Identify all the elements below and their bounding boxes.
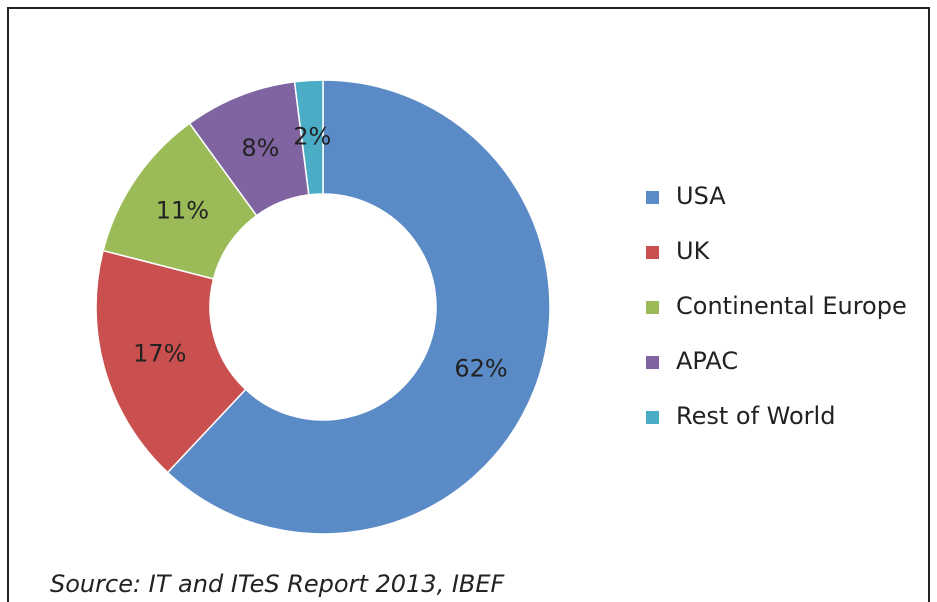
slice	[166, 79, 551, 535]
legend-swatch	[646, 191, 659, 204]
legend-label: Continental Europe	[676, 292, 907, 320]
data-label: 17%	[133, 339, 186, 367]
data-label: 2%	[293, 122, 331, 150]
data-label: 62%	[454, 355, 507, 383]
legend-swatch	[646, 301, 659, 314]
legend-label: APAC	[676, 347, 738, 375]
data-label: 8%	[241, 134, 279, 162]
source: Source: IT and ITeS Report 2013, IBEF	[50, 570, 506, 598]
slice	[95, 249, 247, 474]
frame	[7, 7, 930, 602]
slice	[293, 79, 324, 196]
legend-swatch	[646, 356, 659, 369]
legend-label: UK	[676, 237, 711, 265]
legend-label: Rest of World	[676, 402, 835, 430]
data-label: 11%	[156, 196, 209, 224]
legend-swatch	[646, 411, 659, 424]
legend-label: USA	[676, 182, 726, 210]
legend-swatch	[646, 246, 659, 259]
